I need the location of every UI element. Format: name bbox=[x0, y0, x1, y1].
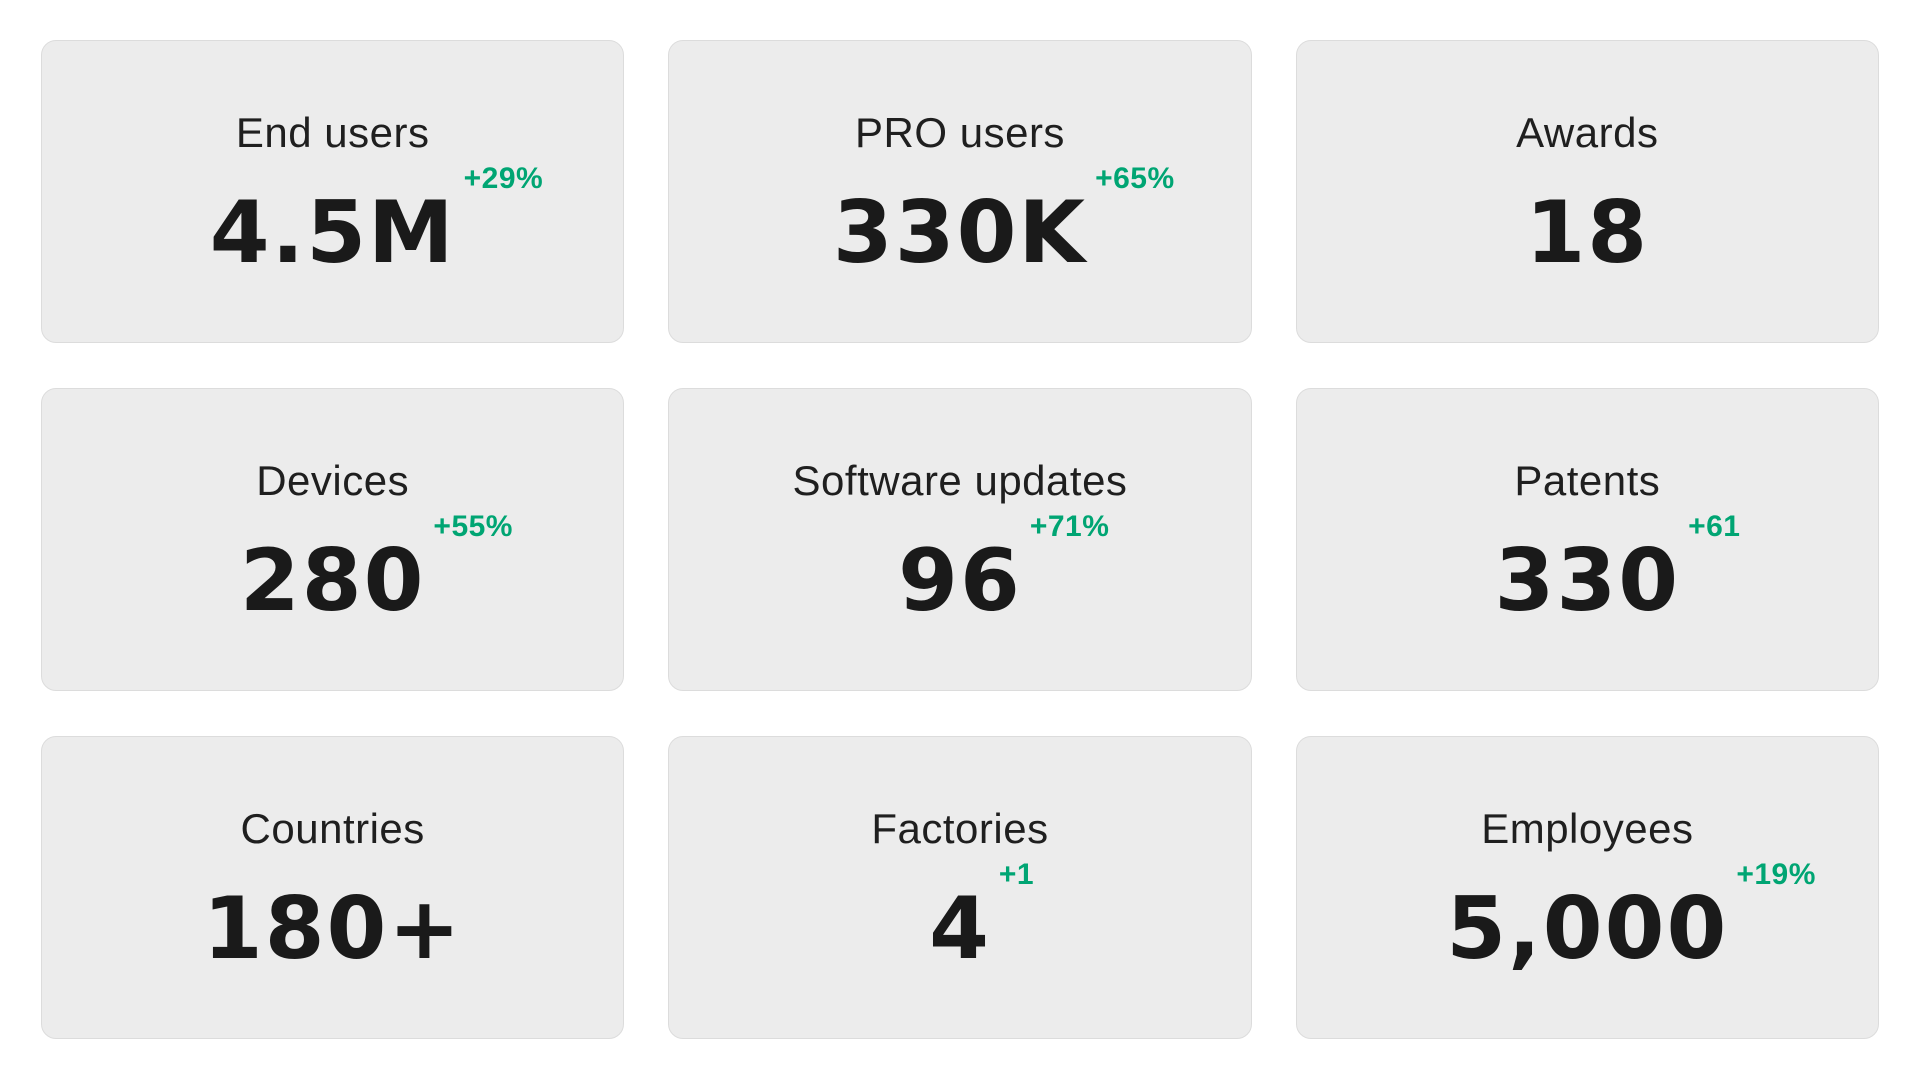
stat-value: 180+ bbox=[203, 886, 463, 972]
stat-delta-badge: +65% bbox=[1095, 161, 1175, 195]
stat-card-patents: Patents 330 +61 bbox=[1295, 388, 1879, 691]
stat-number: 280 bbox=[239, 530, 426, 631]
stat-card-factories: Factories 4 +1 bbox=[668, 736, 1252, 1039]
stat-delta-badge: +61 bbox=[1688, 509, 1741, 543]
stat-label: Employees bbox=[1481, 804, 1694, 852]
stat-number: 330 bbox=[1494, 530, 1681, 631]
stat-card-countries: Countries 180+ bbox=[41, 736, 625, 1039]
stat-label: Factories bbox=[871, 804, 1049, 852]
stat-number: 18 bbox=[1525, 182, 1650, 283]
stat-number: 96 bbox=[898, 530, 1022, 631]
stat-number: 4 bbox=[929, 878, 991, 979]
stat-delta-badge: +19% bbox=[1736, 857, 1816, 891]
stat-label: Devices bbox=[256, 456, 410, 504]
stat-card-end-users: End users 4.5M +29% bbox=[41, 40, 625, 343]
stat-number: 180+ bbox=[202, 878, 463, 979]
stat-delta-badge: +55% bbox=[433, 509, 513, 543]
stat-value: 18 bbox=[1525, 190, 1649, 276]
stat-card-employees: Employees 5,000 +19% bbox=[1295, 736, 1879, 1039]
stat-label: Patents bbox=[1514, 456, 1661, 504]
stat-value: 280 +55% bbox=[240, 511, 513, 624]
stat-delta-badge: +1 bbox=[998, 857, 1035, 891]
stat-card-awards: Awards 18 bbox=[1295, 40, 1879, 343]
stat-label: Software updates bbox=[792, 456, 1128, 504]
stat-number: 4.5M bbox=[209, 182, 456, 283]
stat-label: Countries bbox=[240, 804, 425, 852]
stat-card-pro-users: PRO users 330K +65% bbox=[668, 40, 1252, 343]
stat-value: 330 +61 bbox=[1495, 511, 1740, 624]
stat-number: 330K bbox=[832, 182, 1088, 283]
stat-label: End users bbox=[235, 108, 430, 156]
stat-number: 5,000 bbox=[1446, 878, 1729, 979]
stat-value: 96 +71% bbox=[898, 511, 1109, 624]
stat-label: PRO users bbox=[855, 108, 1065, 156]
stat-card-software-updates: Software updates 96 +71% bbox=[668, 388, 1252, 691]
stat-delta-badge: +29% bbox=[463, 161, 544, 195]
stat-value: 4.5M +29% bbox=[210, 163, 543, 276]
stat-card-devices: Devices 280 +55% bbox=[41, 388, 625, 691]
stat-value: 5,000 +19% bbox=[1446, 859, 1815, 972]
stat-label: Awards bbox=[1516, 108, 1659, 156]
stat-delta-badge: +71% bbox=[1029, 509, 1110, 543]
stat-value: 4 +1 bbox=[929, 859, 1034, 972]
stat-value: 330K +65% bbox=[833, 163, 1174, 276]
